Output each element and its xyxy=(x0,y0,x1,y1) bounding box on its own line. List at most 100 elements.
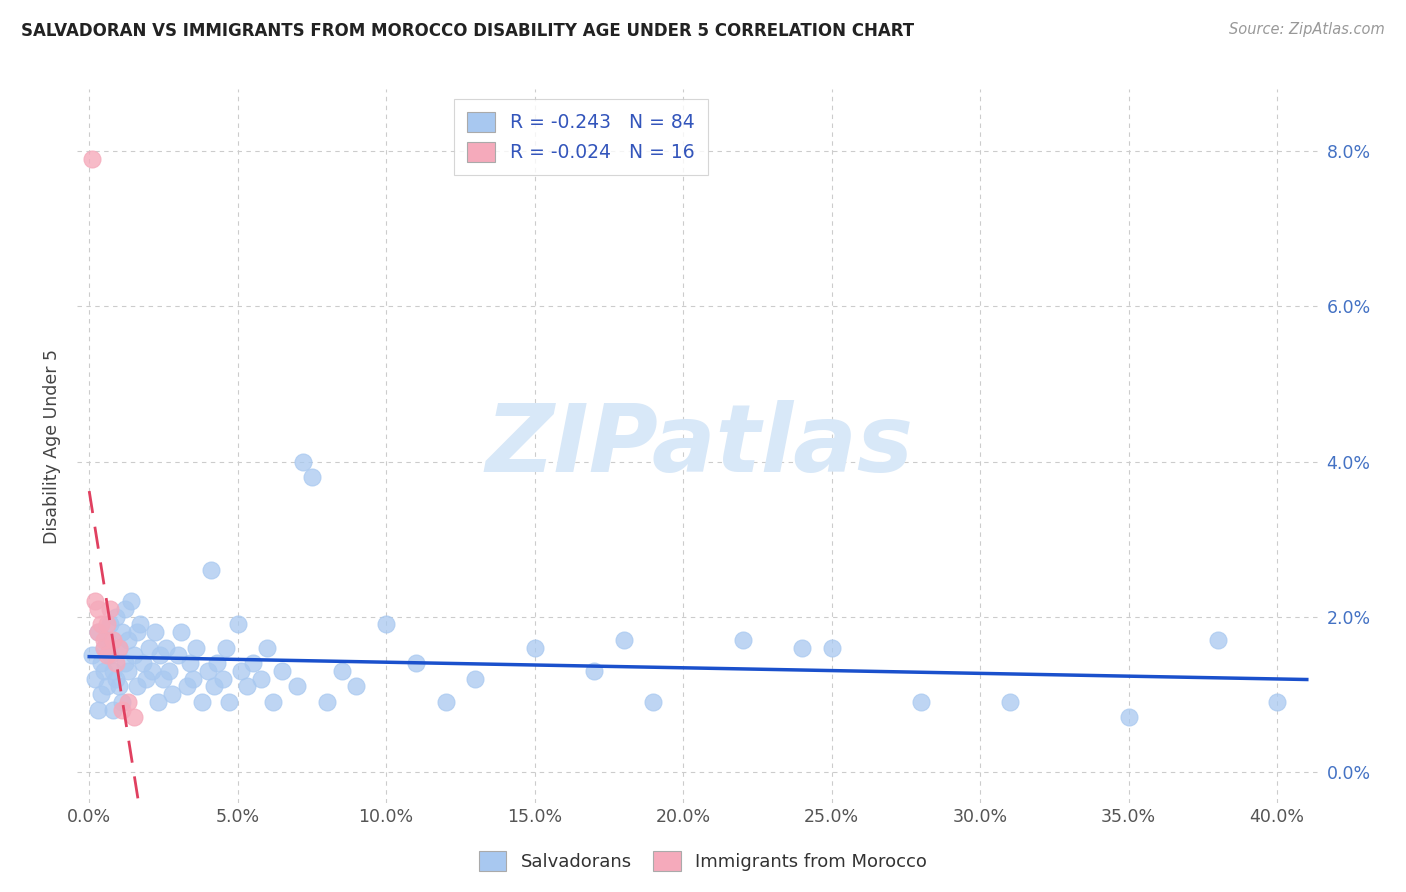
Point xyxy=(122,648,145,663)
Point xyxy=(250,672,273,686)
Point xyxy=(143,625,166,640)
Point xyxy=(104,672,127,686)
Point xyxy=(301,470,323,484)
Point xyxy=(202,680,225,694)
Point xyxy=(181,672,204,686)
Point xyxy=(179,656,201,670)
Point xyxy=(197,664,219,678)
Point xyxy=(98,602,121,616)
Point xyxy=(1118,710,1140,724)
Point xyxy=(84,672,107,686)
Point xyxy=(93,640,115,655)
Point xyxy=(108,640,131,655)
Point xyxy=(235,680,257,694)
Legend: R = -0.243   N = 84, R = -0.024   N = 16: R = -0.243 N = 84, R = -0.024 N = 16 xyxy=(454,99,707,175)
Point xyxy=(87,625,110,640)
Point xyxy=(1265,695,1288,709)
Point xyxy=(84,594,107,608)
Point xyxy=(170,625,193,640)
Point xyxy=(87,625,110,640)
Text: ZIPatlas: ZIPatlas xyxy=(485,400,914,492)
Point xyxy=(104,609,127,624)
Point xyxy=(155,640,177,655)
Point xyxy=(330,664,353,678)
Point xyxy=(93,664,115,678)
Point xyxy=(96,617,118,632)
Point xyxy=(125,625,148,640)
Point xyxy=(96,680,118,694)
Point xyxy=(96,632,118,647)
Point xyxy=(205,656,228,670)
Point xyxy=(108,680,131,694)
Point xyxy=(135,672,157,686)
Point xyxy=(292,454,315,468)
Point xyxy=(101,664,124,678)
Point xyxy=(125,680,148,694)
Text: SALVADORAN VS IMMIGRANTS FROM MOROCCO DISABILITY AGE UNDER 5 CORRELATION CHART: SALVADORAN VS IMMIGRANTS FROM MOROCCO DI… xyxy=(21,22,914,40)
Point xyxy=(271,664,294,678)
Point xyxy=(117,632,139,647)
Legend: Salvadorans, Immigrants from Morocco: Salvadorans, Immigrants from Morocco xyxy=(472,844,934,879)
Point xyxy=(93,640,115,655)
Point xyxy=(405,656,427,670)
Point xyxy=(108,640,131,655)
Point xyxy=(98,617,121,632)
Point xyxy=(114,602,136,616)
Point xyxy=(184,640,207,655)
Point xyxy=(464,672,486,686)
Point xyxy=(117,695,139,709)
Point xyxy=(82,152,104,166)
Point xyxy=(731,632,754,647)
Point xyxy=(162,687,184,701)
Point xyxy=(218,695,240,709)
Point xyxy=(643,695,665,709)
Point xyxy=(200,563,222,577)
Point xyxy=(98,648,121,663)
Point xyxy=(114,656,136,670)
Point xyxy=(613,632,636,647)
Point xyxy=(101,703,124,717)
Point xyxy=(87,602,110,616)
Text: Source: ZipAtlas.com: Source: ZipAtlas.com xyxy=(1229,22,1385,37)
Point xyxy=(167,648,190,663)
Point xyxy=(256,640,278,655)
Point xyxy=(87,703,110,717)
Point xyxy=(82,648,104,663)
Point xyxy=(375,617,398,632)
Point xyxy=(131,656,153,670)
Point xyxy=(583,664,606,678)
Point xyxy=(149,648,172,663)
Point xyxy=(998,695,1021,709)
Y-axis label: Disability Age Under 5: Disability Age Under 5 xyxy=(44,349,62,543)
Point xyxy=(215,640,238,655)
Point xyxy=(790,640,813,655)
Point xyxy=(346,680,368,694)
Point xyxy=(122,710,145,724)
Point xyxy=(96,648,118,663)
Point xyxy=(111,625,134,640)
Point xyxy=(285,680,308,694)
Point xyxy=(117,664,139,678)
Point xyxy=(128,617,150,632)
Point xyxy=(90,617,112,632)
Point xyxy=(101,632,124,647)
Point xyxy=(111,695,134,709)
Point xyxy=(176,680,198,694)
Point xyxy=(226,617,249,632)
Point xyxy=(820,640,842,655)
Point xyxy=(434,695,457,709)
Point xyxy=(93,632,115,647)
Point xyxy=(152,672,174,686)
Point xyxy=(90,656,112,670)
Point xyxy=(191,695,214,709)
Point xyxy=(523,640,546,655)
Point xyxy=(211,672,233,686)
Point xyxy=(157,664,180,678)
Point xyxy=(146,695,169,709)
Point xyxy=(104,656,127,670)
Point xyxy=(1206,632,1229,647)
Point xyxy=(111,703,134,717)
Point xyxy=(262,695,284,709)
Point xyxy=(120,594,142,608)
Point xyxy=(242,656,264,670)
